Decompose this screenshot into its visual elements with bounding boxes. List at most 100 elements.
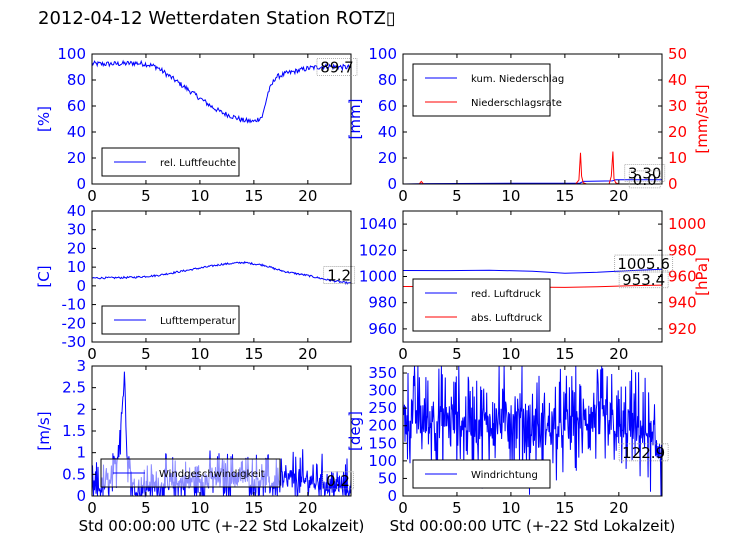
x-tick-label-humidity: 5: [141, 187, 151, 205]
value-label-pressure: 1005.6: [617, 255, 670, 273]
x-tick-label-pressure: 15: [555, 345, 574, 363]
y2-tick-label-precipitation: 50: [668, 45, 687, 63]
y-tick-label-winddirection: 50: [378, 469, 397, 487]
x-tick-label-winddirection: 0: [398, 499, 408, 517]
y-tick-label-temperature: 10: [67, 258, 86, 276]
y-tick-label-temperature: 0: [76, 277, 86, 295]
x-tick-label-precipitation: 20: [609, 187, 628, 205]
y-tick-label-windspeed: 1.5: [62, 422, 86, 440]
value-label-precipitation: 0.0: [633, 171, 657, 189]
y-tick-label-precipitation: 100: [368, 45, 397, 63]
axes-frame-temperature: [91, 210, 352, 343]
axes-frame-humidity: [91, 53, 352, 185]
series-line-winddirection-0: [402, 365, 663, 497]
y-tick-label-temperature: -30: [62, 333, 87, 351]
y2-tick-label-pressure: 1000: [668, 215, 706, 233]
y-tick-label-windspeed: 0: [76, 487, 86, 505]
value-box-humidity: [316, 57, 358, 76]
legend-entry-pressure-0: red. Luftdruck: [471, 289, 541, 300]
x-tick-label-precipitation: 15: [555, 187, 574, 205]
legend-box-pressure: [412, 278, 551, 332]
value-box-precipitation: [624, 163, 666, 182]
y-tick-label-temperature: 20: [67, 239, 86, 257]
y-tick-label-precipitation: 80: [378, 71, 397, 89]
value-label-windspeed: 0.2: [326, 472, 350, 490]
series-line-temperature-0: [91, 260, 352, 285]
y-tick-label-precipitation: 0: [387, 175, 397, 193]
x-tick-label-winddirection: 15: [555, 499, 574, 517]
legend-entry-temperature-0: Lufttemperatur: [160, 316, 237, 327]
y-tick-label-humidity: 60: [67, 97, 86, 115]
y-tick-label-winddirection: 200: [368, 417, 397, 435]
y-tick-label-precipitation: 20: [378, 149, 397, 167]
y-tick-label-humidity: 20: [67, 149, 86, 167]
y2-axis-label-precipitation: [mm/std]: [693, 84, 711, 153]
x-tick-label-winddirection: 10: [501, 499, 520, 517]
y-tick-label-precipitation: 40: [378, 123, 397, 141]
value-box-pressure: [618, 270, 669, 289]
y-tick-label-humidity: 80: [67, 71, 86, 89]
y-tick-label-windspeed: 2.5: [62, 379, 86, 397]
legend-entry-humidity-0: rel. Luftfeuchte: [160, 158, 236, 169]
y-tick-label-windspeed: 3: [76, 357, 86, 375]
y2-tick-label-precipitation: 0: [668, 175, 678, 193]
figure-title: 2012-04-12 Wetterdaten Station ROTZ▯: [38, 8, 396, 29]
series-line-pressure-0: [402, 268, 663, 274]
x-tick-label-humidity: 15: [244, 187, 263, 205]
x-tick-label-temperature: 0: [87, 345, 97, 363]
x-tick-label-pressure: 0: [398, 345, 408, 363]
x-axis-label-windspeed: Std 00:00:00 UTC (+-22 Std Lokalzeit): [79, 517, 365, 535]
legend-entry-pressure-1: abs. Luftdruck: [471, 313, 542, 324]
y2-tick-label-precipitation: 40: [668, 71, 687, 89]
y2-tick-label-precipitation: 10: [668, 149, 687, 167]
y-tick-label-pressure: 1020: [359, 241, 397, 259]
x-tick-label-windspeed: 5: [141, 499, 151, 517]
y-tick-label-pressure: 960: [368, 320, 397, 338]
legend-entry-precipitation-1: Niederschlagsrate: [471, 98, 562, 109]
x-tick-label-pressure: 20: [609, 345, 628, 363]
value-label-winddirection: 122.9: [622, 444, 665, 462]
y-tick-label-pressure: 980: [368, 294, 397, 312]
y2-tick-label-pressure: 940: [668, 294, 697, 312]
y-tick-label-winddirection: 350: [368, 364, 397, 382]
value-label-temperature: 1.2: [327, 267, 351, 285]
y-tick-label-temperature: 40: [67, 202, 86, 220]
x-tick-label-precipitation: 10: [501, 187, 520, 205]
y-tick-label-precipitation: 60: [378, 97, 397, 115]
series-line-humidity-0: [91, 59, 352, 124]
value-label-humidity: 89.7: [320, 58, 353, 76]
x-tick-label-temperature: 5: [141, 345, 151, 363]
y2-tick-label-pressure: 960: [668, 268, 697, 286]
legend-box-precipitation: [412, 63, 551, 117]
x-tick-label-humidity: 0: [87, 187, 97, 205]
y-tick-label-pressure: 1040: [359, 215, 397, 233]
x-axis-label-winddirection: Std 00:00:00 UTC (+-22 Std Lokalzeit): [390, 517, 676, 535]
axes-frame-winddirection: [402, 365, 663, 497]
series-line-precipitation-1: [403, 151, 662, 185]
y-tick-label-winddirection: 0: [387, 487, 397, 505]
value-label-precipitation: 3.30: [628, 164, 661, 182]
y2-tick-label-pressure: 920: [668, 320, 697, 338]
y2-tick-label-precipitation: 30: [668, 97, 687, 115]
x-tick-label-windspeed: 15: [244, 499, 263, 517]
legend-entry-precipitation-0: kum. Niederschlag: [471, 74, 564, 85]
y-tick-label-windspeed: 1: [76, 444, 86, 462]
value-box-winddirection: [618, 443, 669, 462]
x-tick-label-pressure: 5: [452, 345, 462, 363]
series-line-precipitation-0: [402, 179, 662, 185]
y-tick-label-winddirection: 300: [368, 382, 397, 400]
y-tick-label-humidity: 40: [67, 123, 86, 141]
y-tick-label-humidity: 0: [76, 175, 86, 193]
y-tick-label-winddirection: 250: [368, 399, 397, 417]
x-tick-label-humidity: 20: [298, 187, 317, 205]
y-tick-label-winddirection: 100: [368, 452, 397, 470]
y-tick-label-humidity: 100: [57, 45, 86, 63]
legend-entry-winddirection-0: Windrichtung: [471, 470, 538, 481]
value-box-pressure: [614, 254, 674, 273]
y-tick-label-temperature: 30: [67, 221, 86, 239]
y-axis-label-precipitation: [mm]: [346, 99, 364, 140]
y-axis-label-temperature: [C]: [35, 265, 53, 287]
y-tick-label-pressure: 1000: [359, 268, 397, 286]
legend-entry-windspeed-0: Windgeschwindigkeit: [159, 469, 265, 480]
y-axis-label-windspeed: [m/s]: [35, 411, 53, 450]
